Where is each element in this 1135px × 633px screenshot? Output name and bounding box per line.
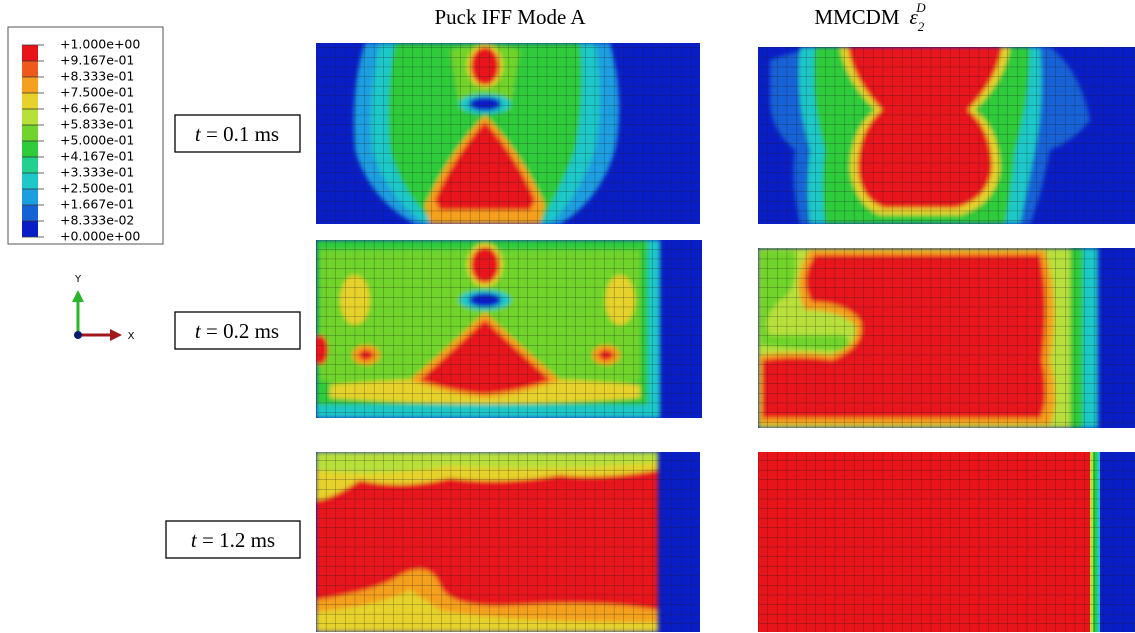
legend-label: +7.500e-01 <box>60 85 134 100</box>
legend-label: +0.000e+00 <box>60 229 140 244</box>
legend-label: +5.000e-01 <box>60 133 134 148</box>
legend-label: +3.333e-01 <box>60 165 134 180</box>
row-label-box <box>165 520 301 559</box>
legend-swatch <box>22 157 38 173</box>
legend-swatch <box>22 45 38 61</box>
contour-panel <box>316 452 700 632</box>
row-label: t = 0.1 ms <box>195 122 279 146</box>
contour-panel <box>316 43 700 224</box>
legend-swatch <box>22 173 38 189</box>
legend-label: +1.000e+00 <box>60 37 140 52</box>
contour-panel <box>758 452 1135 632</box>
symbol: ε <box>910 5 919 29</box>
legend-label: +9.167e-01 <box>60 53 134 68</box>
legend-swatch <box>22 77 38 93</box>
legend-label: +8.333e-01 <box>60 69 134 84</box>
legend-swatch <box>22 125 38 141</box>
axis-triad: Y X <box>72 274 135 342</box>
subscript: 2 <box>918 19 925 34</box>
legend-label: +1.667e-01 <box>60 197 134 212</box>
legend-label: +5.833e-01 <box>60 117 134 132</box>
row-var: t <box>191 528 198 552</box>
column-title: Puck IFF Mode A <box>434 5 586 29</box>
contour-panel <box>758 248 1135 428</box>
contour-panel <box>758 47 1135 224</box>
column-title: MMCDM ε2 D <box>814 0 926 34</box>
legend-swatch <box>22 61 38 77</box>
row-label-box <box>174 114 301 153</box>
triad-x-label: X <box>128 331 135 342</box>
column-title: MMCDM <box>814 5 900 29</box>
legend-label: +8.333e-02 <box>60 213 134 228</box>
row-text: = 1.2 ms <box>202 528 275 552</box>
legend-swatch <box>22 109 38 125</box>
superscript: D <box>915 0 926 15</box>
legend-swatch <box>22 205 38 221</box>
triad-y-label: Y <box>74 274 82 285</box>
row-var: t <box>195 122 202 146</box>
legend-label: +2.500e-01 <box>60 181 134 196</box>
row-text: = 0.1 ms <box>206 122 279 146</box>
row-label-box <box>174 311 301 350</box>
legend-swatch <box>22 221 38 237</box>
row-text: = 0.2 ms <box>206 319 279 343</box>
legend-label: +6.667e-01 <box>60 101 134 116</box>
row-label: t = 0.2 ms <box>195 319 279 343</box>
legend-swatch <box>22 189 38 205</box>
legend: +1.000e+00+9.167e-01+8.333e-01+7.500e-01… <box>22 37 140 244</box>
legend-swatch <box>22 141 38 157</box>
row-label: t = 1.2 ms <box>191 528 275 552</box>
row-var: t <box>195 319 202 343</box>
contour-panel <box>316 240 702 418</box>
legend-label: +4.167e-01 <box>60 149 134 164</box>
legend-swatch <box>22 93 38 109</box>
